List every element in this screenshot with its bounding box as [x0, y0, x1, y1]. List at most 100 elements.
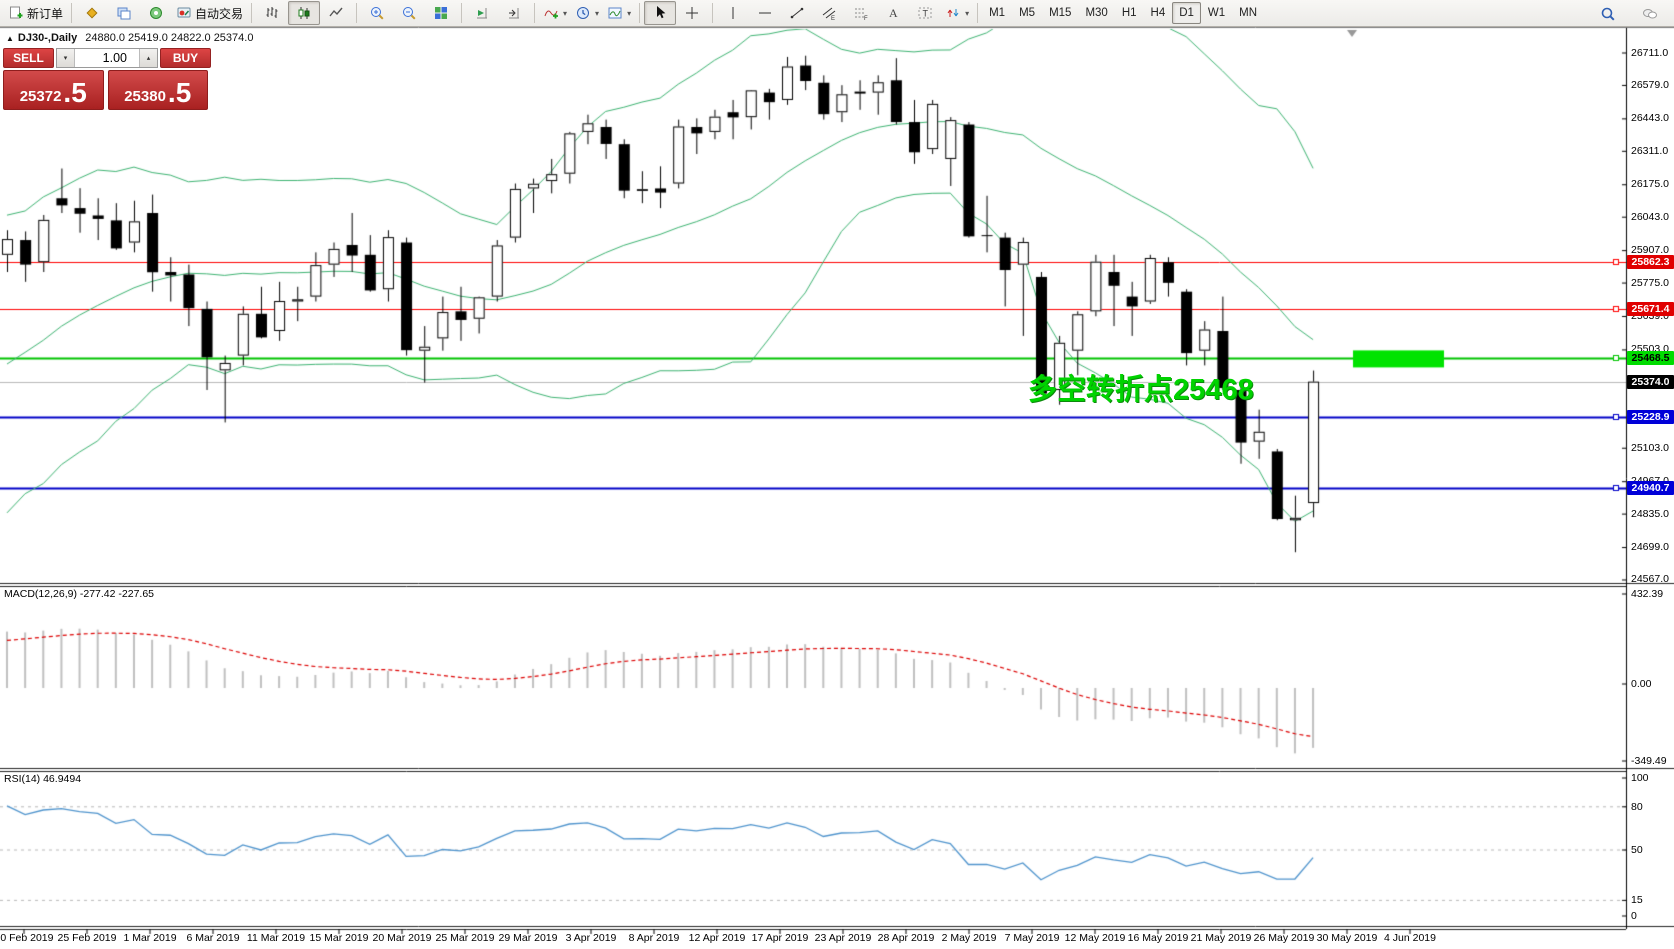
date-tick-label: 26 May 2019 — [1253, 932, 1315, 944]
volume-input[interactable] — [75, 49, 139, 67]
fibonacci-button[interactable]: F — [845, 1, 877, 25]
date-tick-label: 29 Mar 2019 — [498, 932, 558, 944]
toolbar-separator — [71, 3, 73, 23]
date-tick-label: 12 May 2019 — [1064, 932, 1126, 944]
price-badge: 25671.4 — [1627, 301, 1674, 316]
new-order-icon — [10, 6, 23, 19]
toolbar-search-button[interactable] — [1592, 2, 1624, 26]
autotrading-icon — [177, 7, 191, 18]
chevron-down-icon[interactable]: ▾ — [563, 8, 568, 18]
signals-icon — [150, 7, 163, 19]
text-button[interactable]: A — [877, 1, 909, 25]
auto-scroll-button[interactable] — [466, 1, 498, 25]
volume-increase-button[interactable]: ▴ — [139, 49, 157, 67]
tile-windows-icon — [435, 7, 448, 19]
toolbar-chat-button[interactable] — [1634, 2, 1666, 26]
zoom-in-icon — [369, 5, 385, 21]
chevron-down-icon[interactable]: ▾ — [965, 8, 970, 18]
volume-spinner: ▾ ▴ — [56, 48, 158, 68]
date-tick-label: 8 Apr 2019 — [628, 932, 680, 944]
new-order-button[interactable]: 新订单 — [4, 1, 67, 25]
buy-button[interactable]: BUY — [160, 48, 211, 68]
price-tick-label: 26579.0 — [1631, 78, 1669, 91]
toolbar-separator — [356, 3, 358, 23]
price-tick-label: 26711.0 — [1631, 46, 1669, 59]
zoom-out-icon — [403, 7, 416, 20]
price-badge: 25862.3 — [1627, 254, 1674, 269]
template-icon — [608, 7, 622, 19]
cursor-button[interactable] — [644, 1, 677, 25]
price-tick-label: 24835.0 — [1631, 507, 1669, 520]
toolbar-separator — [712, 3, 714, 23]
rsi-axis-label: 50 — [1631, 844, 1643, 856]
timeframe-m1-button[interactable]: M1 — [989, 7, 1006, 19]
date-tick-label: 17 Apr 2019 — [751, 932, 809, 944]
chart-title: ▲ DJ30-,Daily 24880.0 25419.0 24822.0 2537… — [6, 32, 253, 44]
price-tick-label: 25103.0 — [1631, 441, 1669, 454]
rsi-axis-label: 0 — [1631, 910, 1637, 922]
price-tick-label: 24567.0 — [1631, 573, 1669, 586]
price-badge: 24940.7 — [1627, 481, 1674, 496]
bar-chart-button[interactable] — [256, 1, 288, 25]
channel-button[interactable]: E — [813, 1, 845, 25]
buy-price-main: 25380 — [124, 88, 166, 105]
text-label-button[interactable]: T — [909, 1, 941, 25]
chat-icon — [1643, 9, 1657, 19]
template-icon — [607, 5, 623, 21]
tile-windows-button[interactable] — [425, 1, 457, 25]
autotrading-button[interactable]: 自动交易 — [172, 1, 247, 25]
timeframe-m30-button[interactable]: M30 — [1085, 7, 1108, 19]
signals-icon — [148, 5, 164, 21]
timeframe-w1-button[interactable]: W1 — [1207, 7, 1226, 19]
date-tick-label: 23 Apr 2019 — [814, 932, 872, 944]
horizontal-line-button[interactable] — [749, 1, 781, 25]
crosshair-icon — [686, 7, 699, 19]
timeframe-m5-button[interactable]: M5 — [1019, 7, 1036, 19]
price-badge: 25228.9 — [1627, 410, 1674, 425]
trendline-icon — [790, 7, 804, 19]
rsi-axis-label: 15 — [1631, 894, 1643, 907]
data-window-icon — [117, 7, 131, 20]
chevron-down-icon[interactable]: ▾ — [627, 8, 632, 18]
chevron-down-icon[interactable]: ▾ — [595, 8, 600, 18]
candlestick-chart-button[interactable] — [288, 1, 321, 25]
date-tick-label: 28 Apr 2019 — [877, 932, 935, 944]
search-icon — [1601, 7, 1615, 21]
timeframe-m15-button[interactable]: M15 — [1049, 7, 1072, 19]
trendline-button[interactable] — [781, 1, 813, 25]
collapse-triangle-icon[interactable]: ▲ — [6, 34, 14, 43]
chart-shift-button[interactable] — [498, 1, 530, 25]
timeframe-mn-button[interactable]: MN — [1239, 7, 1258, 19]
date-tick-label: 6 Mar 2019 — [186, 932, 240, 944]
date-tick-label: 7 May 2019 — [1004, 932, 1060, 944]
periods-button[interactable]: ▾ — [571, 1, 603, 25]
svg-text:T: T — [923, 9, 929, 19]
buy-price-panel[interactable]: 25380 .5 — [107, 70, 208, 110]
sell-price-panel[interactable]: 25372 .5 — [3, 70, 104, 110]
toolbar-separator — [977, 3, 979, 23]
marketwatch-button[interactable] — [76, 1, 108, 25]
sell-button[interactable]: SELL — [3, 48, 54, 68]
vertical-line-button[interactable] — [717, 1, 749, 25]
line-chart-button[interactable] — [320, 1, 352, 25]
chart-annotation-text[interactable]: 多空转折点25468 — [1028, 374, 1254, 406]
zoom-out-button[interactable] — [393, 1, 425, 25]
candlestick-chart-icon — [296, 5, 312, 21]
indicators-button[interactable]: ▾ — [539, 1, 571, 25]
timeframe-h4-button[interactable]: H4 — [1150, 7, 1166, 19]
new-order-icon — [8, 5, 24, 21]
volume-decrease-button[interactable]: ▾ — [57, 49, 75, 67]
toolbar-right — [1592, 2, 1666, 26]
arrows-button[interactable]: ▾ — [941, 1, 973, 25]
timeframe-d1-button[interactable]: D1 — [1172, 2, 1201, 24]
price-tick-label: 26311.0 — [1631, 144, 1669, 157]
zoom-in-button[interactable] — [361, 1, 393, 25]
date-tick-label: 15 Mar 2019 — [309, 932, 369, 944]
buy-price-fraction: .5 — [167, 77, 192, 108]
templates-button[interactable]: ▾ — [603, 1, 635, 25]
signals-button[interactable] — [140, 1, 172, 25]
timeframe-h1-button[interactable]: H1 — [1121, 7, 1137, 19]
data-window-button[interactable] — [108, 1, 140, 25]
crosshair-button[interactable] — [676, 1, 708, 25]
